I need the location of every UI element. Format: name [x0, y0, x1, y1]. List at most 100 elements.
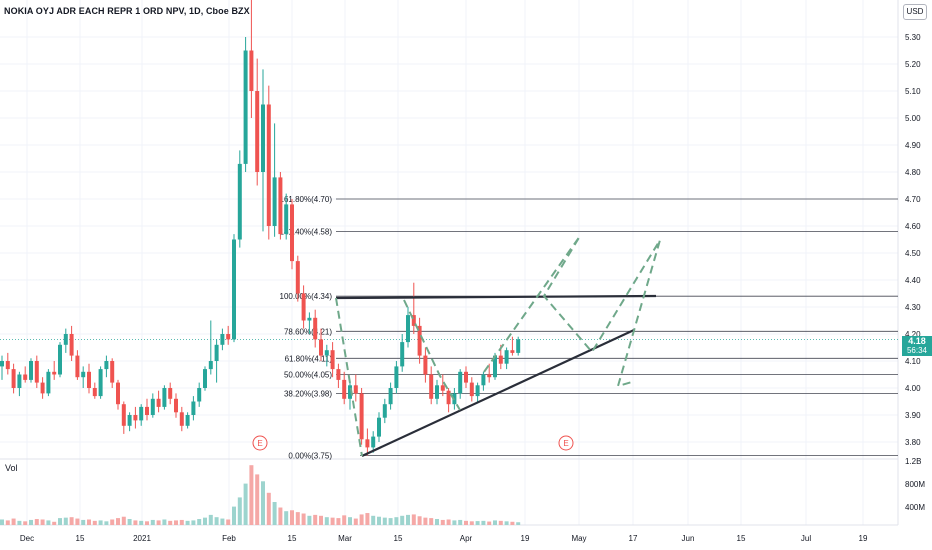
- time-tick-label: Jun: [682, 534, 695, 543]
- volume-bar: [464, 520, 468, 525]
- time-tick-label: 19: [859, 534, 868, 543]
- volume-bar: [104, 521, 109, 525]
- volume-tick-label: 1.2B: [905, 457, 921, 466]
- candle-body: [249, 50, 254, 91]
- volume-bar: [75, 518, 80, 525]
- candle-body: [110, 361, 115, 383]
- volume-bar: [220, 518, 225, 525]
- volume-bar: [98, 520, 103, 525]
- candle-body: [301, 293, 306, 321]
- trend-drawings[interactable]: [335, 235, 661, 457]
- candle-body: [406, 315, 410, 343]
- candle-body: [226, 334, 231, 340]
- fibonacci-retracement[interactable]: 161.80%(4.70) 141.40%(4.58) 100.00%(4.34) 7…: [0, 195, 898, 461]
- price-tick-label: 4.40: [905, 276, 921, 285]
- price-tick-label: 5.20: [905, 60, 921, 69]
- candle-body: [493, 355, 497, 378]
- volume-bar: [313, 514, 318, 525]
- volume-bar: [307, 515, 312, 525]
- candle-body: [290, 204, 294, 262]
- candle-body: [371, 436, 376, 448]
- price-tick-label: 4.60: [905, 222, 921, 231]
- fib-level-label: 161.80%(4.70): [280, 195, 333, 204]
- volume-bar: [336, 518, 341, 525]
- volume-bar: [423, 517, 428, 525]
- volume-bar: [87, 519, 91, 525]
- candle-body: [46, 371, 51, 394]
- volume-bar: [69, 517, 74, 525]
- candle-body: [481, 374, 486, 386]
- candle-body: [121, 404, 126, 426]
- projection-drop: [335, 297, 363, 457]
- volume-bar: [406, 514, 410, 525]
- candle-body: [324, 350, 329, 356]
- volume-bar: [150, 519, 155, 525]
- last-price-value: 4.18: [908, 336, 926, 346]
- volume-bar: [498, 520, 503, 525]
- candle-body: [69, 334, 74, 356]
- volume-bar: [11, 518, 16, 525]
- volume-bar: [58, 518, 62, 525]
- price-tick-label: 4.70: [905, 195, 921, 204]
- projection-pullback: [403, 299, 461, 411]
- candle-body: [377, 417, 381, 437]
- time-tick-label: 2021: [133, 534, 151, 543]
- volume-bar: [493, 520, 497, 525]
- volume-bar: [0, 519, 4, 525]
- volume-bar: [324, 517, 329, 525]
- support-trend-line: [361, 329, 635, 457]
- candle-body: [411, 315, 416, 326]
- volume-bar: [243, 483, 248, 525]
- candle-body: [278, 177, 283, 235]
- time-tick-label: 15: [76, 534, 85, 543]
- volume-bar: [52, 521, 57, 525]
- candle-body: [127, 415, 132, 426]
- candle-body: [353, 385, 358, 394]
- volume-bar: [156, 520, 161, 525]
- candle-body: [197, 388, 202, 402]
- volume-bars: [0, 465, 521, 525]
- candle-body: [504, 350, 509, 364]
- volume-bar: [301, 513, 306, 525]
- candle-body: [440, 385, 445, 391]
- candle-body: [365, 439, 370, 448]
- volume-bar: [214, 517, 219, 525]
- volume-bar: [295, 512, 300, 525]
- candle-body: [319, 339, 323, 356]
- volume-bar: [255, 474, 260, 525]
- candle-body: [243, 50, 248, 164]
- volume-bar: [121, 516, 126, 525]
- volume-bar: [162, 519, 167, 525]
- candle-body: [417, 325, 422, 356]
- volume-bar: [487, 521, 492, 525]
- volume-bar: [17, 520, 22, 525]
- volume-bar: [145, 521, 149, 525]
- volume-bar: [365, 513, 370, 525]
- resistance-line: [335, 294, 657, 300]
- volume-bar: [272, 502, 277, 525]
- candle-body: [255, 91, 260, 172]
- time-tick-label: 15: [737, 534, 746, 543]
- time-tick-label: Jul: [801, 534, 811, 543]
- currency-badge[interactable]: USD: [903, 4, 927, 20]
- volume-bar: [261, 481, 265, 525]
- volume-bar: [452, 520, 457, 525]
- candle-body: [359, 393, 364, 440]
- candle-body: [81, 371, 86, 378]
- candle-body: [400, 342, 405, 367]
- price-tick-label: 5.10: [905, 87, 921, 96]
- volume-bar: [516, 522, 521, 525]
- volume-bar: [226, 519, 231, 525]
- earnings-marker-label: E: [257, 439, 262, 448]
- candle-body: [145, 406, 149, 415]
- price-tick-label: 3.90: [905, 411, 921, 420]
- candle-body: [261, 104, 265, 172]
- volume-bar: [191, 520, 196, 525]
- volume-bar: [179, 519, 184, 525]
- volume-bar: [5, 520, 10, 525]
- time-tick-label: 17: [629, 534, 638, 543]
- volume-bar: [458, 519, 463, 525]
- candle-body: [307, 317, 312, 321]
